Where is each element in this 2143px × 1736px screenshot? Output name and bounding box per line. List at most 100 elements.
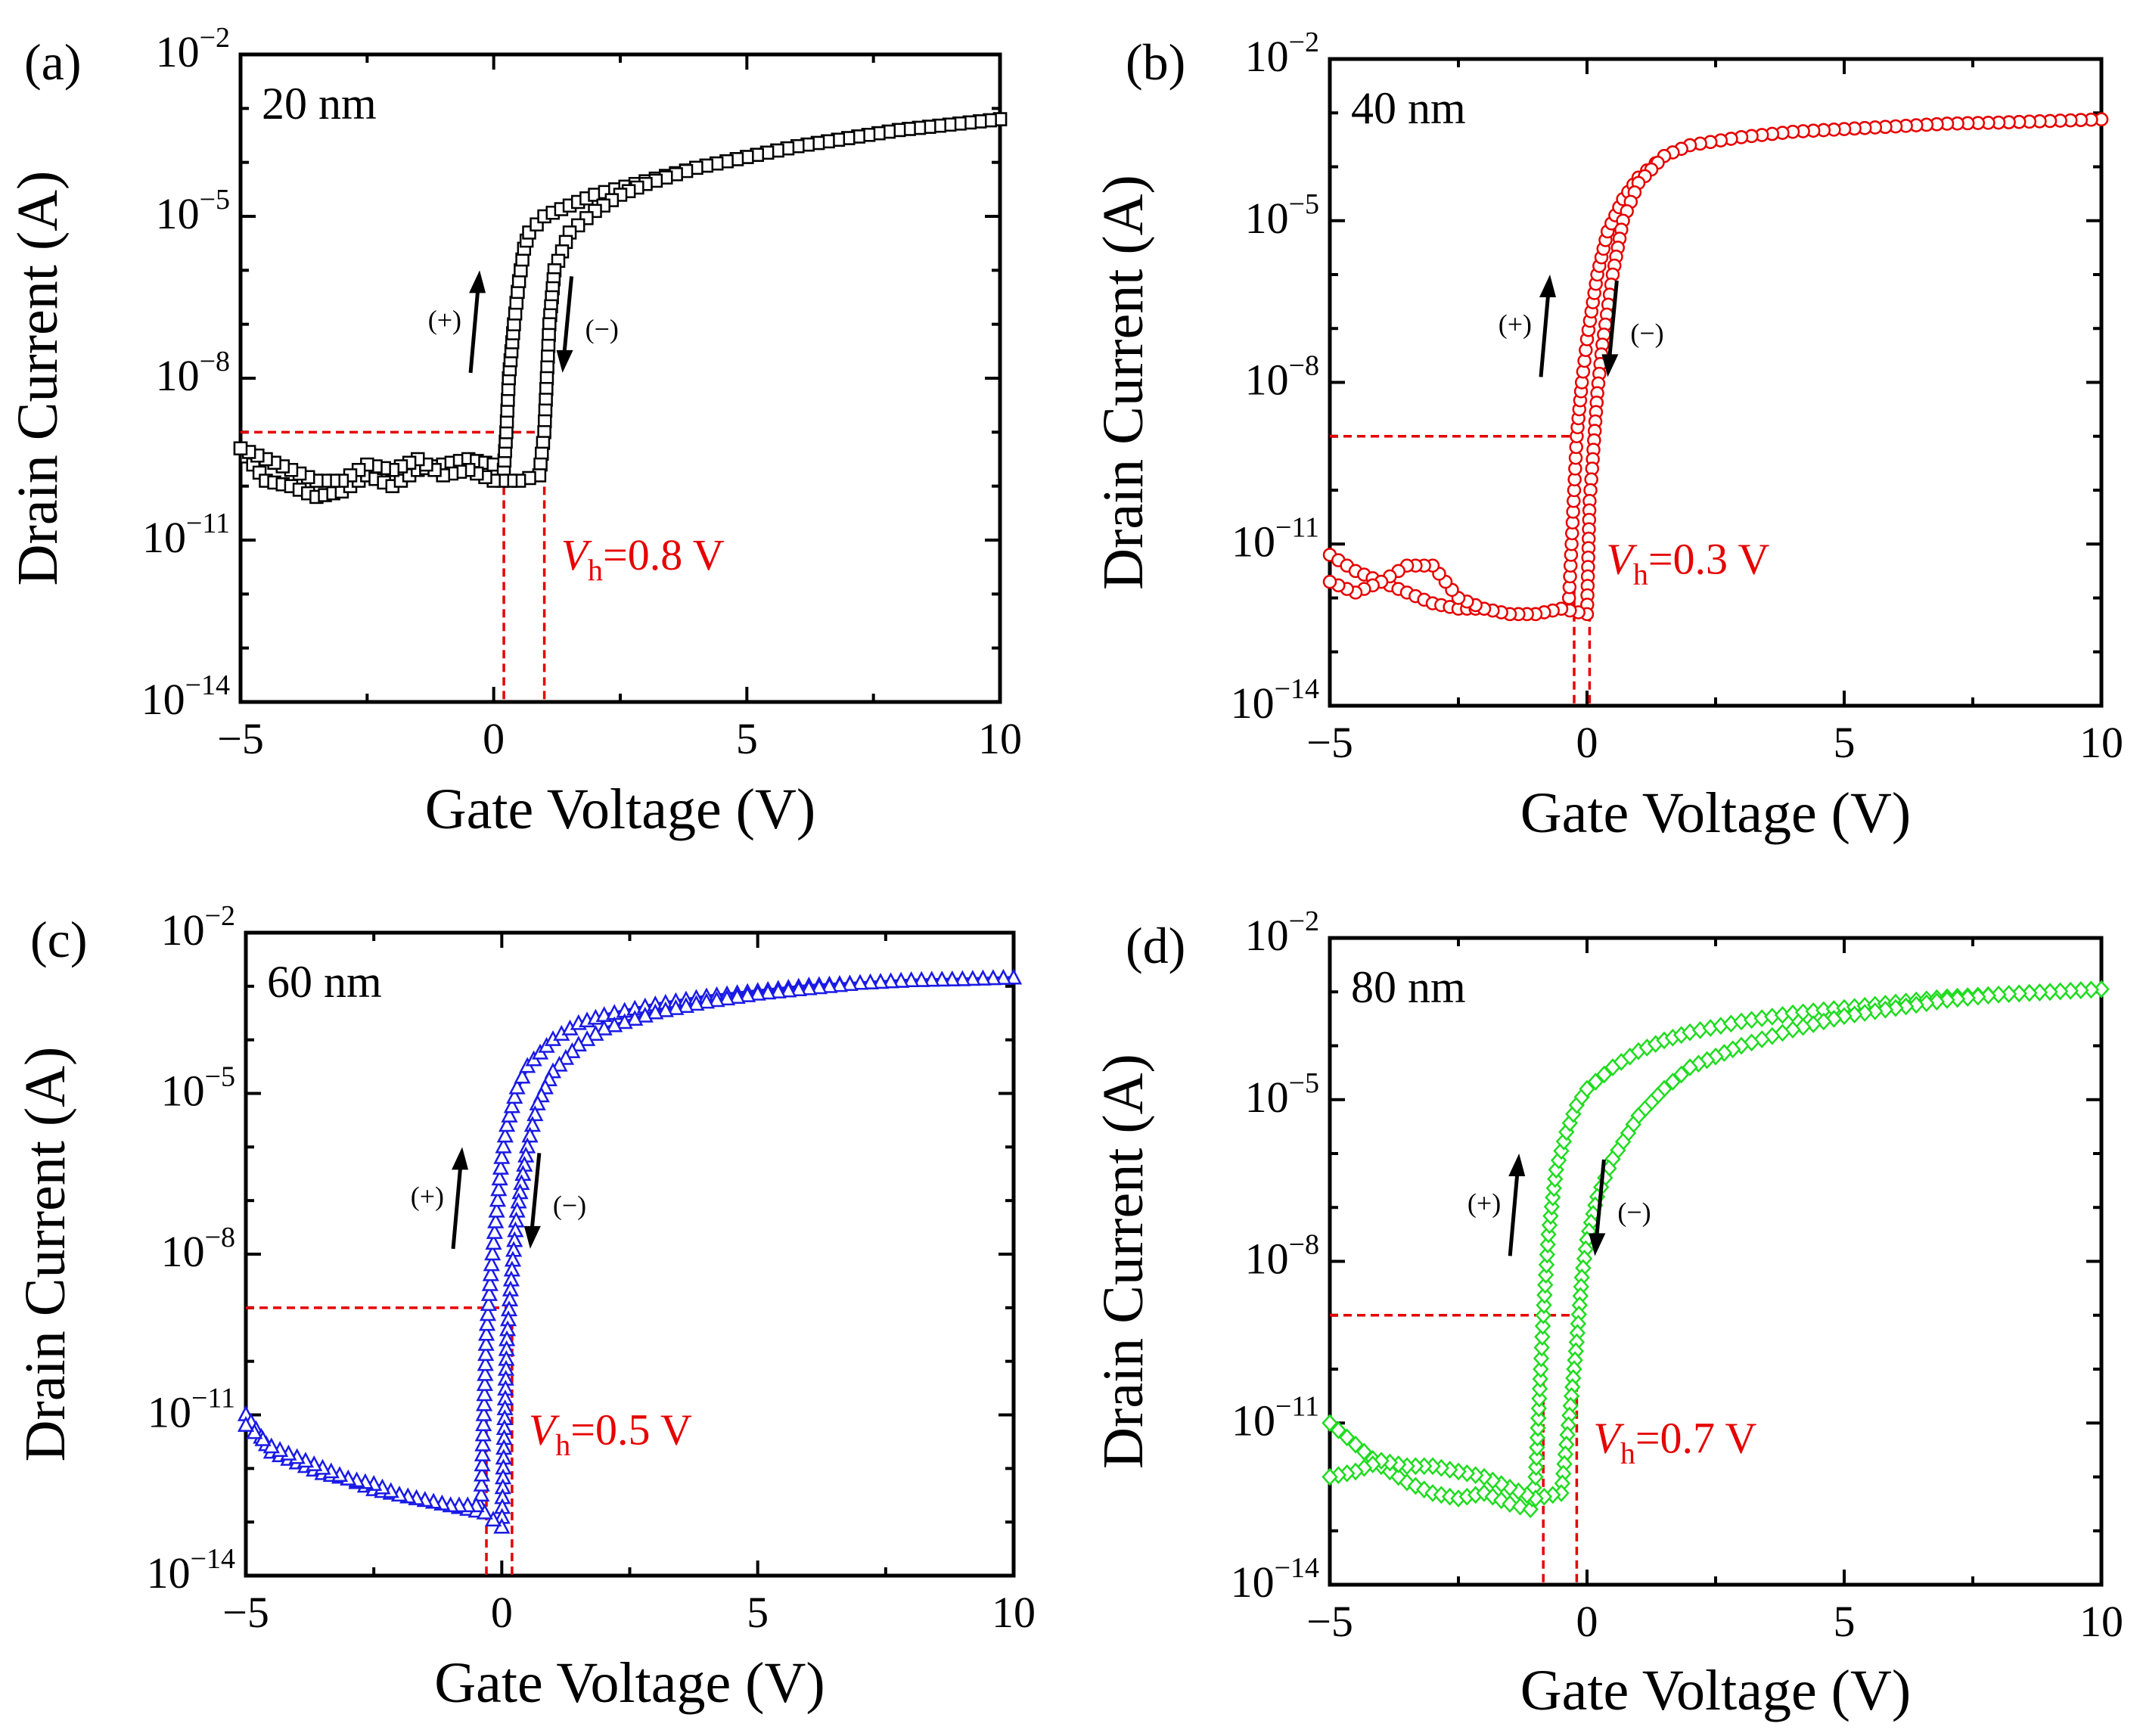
- sweep-down-arrowhead: [523, 1225, 541, 1249]
- data-point: [1537, 1266, 1554, 1284]
- data-point: [474, 1465, 491, 1482]
- x-tick-label: −5: [217, 714, 264, 763]
- data-point: [474, 1445, 492, 1461]
- data-point: [1867, 1002, 1884, 1020]
- sweep-forward-label: (+): [411, 1182, 444, 1212]
- data-point: [579, 1029, 596, 1046]
- thickness-label: 80 nm: [1351, 962, 1466, 1012]
- data-point: [490, 1180, 508, 1197]
- x-tick-label: 10: [2079, 718, 2123, 767]
- data-point: [2031, 983, 2048, 1002]
- data-point: [1664, 1073, 1682, 1091]
- sweep-up-arrowhead: [1539, 275, 1556, 297]
- data-point: [503, 1097, 520, 1113]
- data-point: [233, 441, 248, 455]
- data-point: [841, 975, 859, 991]
- data-point: [480, 1295, 498, 1312]
- x-axis-title: Gate Voltage (V): [425, 778, 815, 841]
- data-point: [1535, 1306, 1551, 1325]
- y-tick-label: 10−8: [1245, 350, 1319, 405]
- y-tick-label: 10−2: [156, 22, 230, 76]
- data-point: [478, 1315, 496, 1331]
- data-point: [1322, 1414, 1338, 1433]
- data-point: [477, 1334, 495, 1351]
- sweep-up-arrow: [1508, 1169, 1520, 1256]
- data-point: [882, 972, 899, 989]
- data-point: [551, 1055, 568, 1072]
- data-point: [1322, 1467, 1338, 1486]
- data-point: [1536, 1286, 1553, 1304]
- plot-frame: [244, 930, 1016, 1578]
- data-point: [739, 986, 756, 1002]
- sweep-up-arrowhead: [1508, 1154, 1526, 1176]
- x-tick-label: 10: [978, 714, 1022, 763]
- data-point: [647, 1003, 664, 1020]
- data-point: [984, 969, 1002, 986]
- data-point: [1529, 1438, 1545, 1457]
- panel-label: (d): [1126, 917, 1185, 974]
- x-tick-label: 5: [736, 714, 758, 763]
- data-point: [476, 1385, 493, 1402]
- chart-panel-d: (d) −5 0 5 10 10−2 10−5 10−8 10−11 10−14 Gate Volt…: [1092, 905, 2123, 1722]
- data-point: [475, 1395, 493, 1411]
- y-tick-label: 10−14: [147, 1543, 235, 1598]
- data-point: [477, 1365, 494, 1381]
- sweep-reverse-label: (−): [1617, 1197, 1651, 1228]
- data-point: [521, 1126, 539, 1143]
- data-point: [1537, 1275, 1554, 1294]
- x-tick-label: 10: [2079, 1597, 2123, 1646]
- x-axis-title: Gate Voltage (V): [434, 1651, 825, 1715]
- data-point: [1877, 1000, 1894, 1019]
- panel-label: (b): [1126, 33, 1185, 91]
- data-point: [492, 1158, 510, 1175]
- data-point: [1531, 1380, 1548, 1398]
- data-point: [1347, 1435, 1364, 1454]
- data-point: [1338, 1428, 1356, 1447]
- data-point: [1527, 1458, 1545, 1477]
- data-point: [1595, 1065, 1613, 1084]
- data-point: [491, 1169, 508, 1186]
- x-tick-label: 0: [491, 1588, 513, 1637]
- y-tick-label: 10−2: [161, 900, 235, 955]
- chart-panel-c: (c) −5 0 5 10 10−2 10−5 10−8 10−11 10−14 Gate Volt…: [14, 900, 1036, 1715]
- data-point: [1887, 998, 1904, 1017]
- data-point: [2051, 982, 2069, 1001]
- data-point: [2062, 981, 2079, 1000]
- data-point: [1682, 1058, 1698, 1076]
- data-point: [851, 974, 869, 990]
- data-point: [810, 978, 828, 995]
- data-point: [1322, 574, 1337, 589]
- vh-label: Vh=0.3 V: [1606, 534, 1769, 591]
- data-point: [477, 1345, 495, 1362]
- data-point: [893, 971, 910, 988]
- data-point: [1939, 991, 1955, 1009]
- data-point: [667, 998, 685, 1015]
- sweep-down-arrow: [562, 276, 574, 357]
- data-point: [484, 1244, 502, 1261]
- data-point: [1533, 1338, 1550, 1357]
- y-tick-label: 10−5: [1245, 1067, 1319, 1122]
- data-point: [474, 1455, 491, 1472]
- y-tick-label: 10−8: [1245, 1229, 1319, 1284]
- y-axis-title: Drain Current (A): [6, 171, 70, 586]
- sweep-forward-label: (+): [1467, 1188, 1501, 1219]
- data-point: [1908, 995, 1924, 1014]
- y-tick-label: 10−5: [1245, 188, 1319, 243]
- x-tick-label: −5: [1306, 1597, 1353, 1646]
- thickness-label: 40 nm: [1351, 83, 1466, 133]
- data-point: [498, 1116, 516, 1132]
- data-point: [481, 1275, 498, 1291]
- sweep-up-arrowhead: [469, 270, 486, 293]
- data-point: [564, 1042, 581, 1058]
- data-point: [1533, 1349, 1550, 1368]
- data-point: [1856, 1004, 1873, 1022]
- data-point: [1846, 1005, 1863, 1024]
- y-axis-title: Drain Current (A): [1092, 175, 1155, 590]
- data-point: [493, 1147, 511, 1164]
- data-point: [749, 984, 766, 1001]
- data-point: [473, 1486, 490, 1502]
- sweep-down-arrow: [1594, 1159, 1606, 1240]
- data-point: [1587, 1073, 1604, 1091]
- y-tick-label: 10−8: [156, 346, 230, 400]
- data-point: [697, 992, 716, 1009]
